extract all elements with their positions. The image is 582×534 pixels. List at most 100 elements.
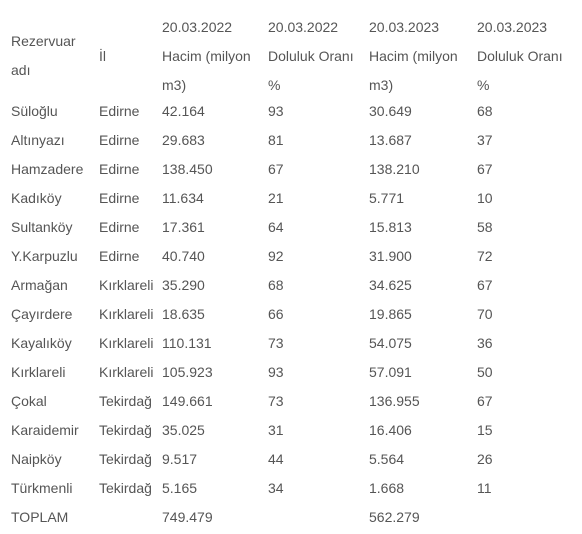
province-cell: Kırklareli: [99, 364, 154, 380]
volume-2023-cell: 136.955: [369, 393, 420, 409]
volume-2022-cell: 110.131: [162, 335, 212, 351]
header-volume-2022-line: 20.03.2022: [162, 19, 233, 35]
volume-2022-cell: 138.450: [162, 161, 213, 177]
total-volume-2023-cell: 562.279: [369, 509, 420, 525]
fill-rate-2022-cell: 93: [268, 364, 284, 380]
province-cell: Edirne: [99, 132, 140, 148]
volume-2022-cell: 17.361: [162, 219, 205, 235]
province-cell: Edirne: [99, 219, 140, 235]
volume-2023-cell: 13.687: [369, 132, 412, 148]
header-fill-rate-2023-line: 20.03.2023: [477, 19, 548, 35]
fill-rate-2023-cell: 70: [477, 306, 493, 322]
province-cell: Kırklareli: [99, 277, 154, 293]
fill-rate-2022-cell: 81: [268, 132, 284, 148]
fill-rate-2022-cell: 34: [268, 480, 284, 496]
fill-rate-2023-cell: 67: [477, 161, 493, 177]
reservoir-name-cell: Çokal: [11, 393, 47, 409]
fill-rate-2023-cell: 11: [477, 480, 492, 496]
total-volume-2022-cell: 749.479: [162, 509, 213, 525]
volume-2023-cell: 31.900: [369, 248, 412, 264]
volume-2023-cell: 15.813: [369, 219, 412, 235]
fill-rate-2023-cell: 50: [477, 364, 493, 380]
volume-2023-cell: 16.406: [369, 422, 412, 438]
fill-rate-2022-cell: 92: [268, 248, 284, 264]
province-cell: Tekirdağ: [99, 451, 152, 467]
fill-rate-2022-cell: 73: [268, 335, 284, 351]
volume-2023-cell: 30.649: [369, 103, 412, 119]
province-cell: Edirne: [99, 248, 140, 264]
fill-rate-2023-cell: 37: [477, 132, 493, 148]
province-cell: Tekirdağ: [99, 393, 152, 409]
fill-rate-2022-cell: 73: [268, 393, 284, 409]
total-reservoir-name-cell: TOPLAM: [11, 509, 69, 525]
reservoir-name-cell: Naipköy: [11, 451, 62, 467]
volume-2022-cell: 40.740: [162, 248, 205, 264]
reservoir-name-cell: Çayırdere: [11, 306, 73, 322]
header-reservoir-name-line: adı: [11, 62, 31, 78]
fill-rate-2023-cell: 58: [477, 219, 493, 235]
volume-2022-cell: 11.634: [162, 190, 204, 206]
header-volume-2022-line: m3): [162, 77, 187, 93]
fill-rate-2022-cell: 93: [268, 103, 284, 119]
fill-rate-2022-cell: 31: [268, 422, 284, 438]
header-volume-2022-line: Hacim (milyon: [162, 48, 251, 64]
header-fill-rate-2023-line: Doluluk Oranı: [477, 48, 563, 64]
volume-2023-cell: 54.075: [369, 335, 412, 351]
header-fill-rate-2022-line: %: [268, 77, 281, 93]
volume-2023-cell: 1.668: [369, 480, 405, 496]
volume-2022-cell: 42.164: [162, 103, 205, 119]
volume-2023-cell: 57.091: [369, 364, 412, 380]
fill-rate-2022-cell: 64: [268, 219, 284, 235]
province-cell: Tekirdağ: [99, 422, 152, 438]
header-province-line: İl: [99, 48, 106, 64]
fill-rate-2022-cell: 68: [268, 277, 284, 293]
province-cell: Kırklareli: [99, 306, 154, 322]
volume-2022-cell: 105.923: [162, 364, 213, 380]
volume-2022-cell: 9.517: [162, 451, 198, 467]
reservoir-name-cell: Armağan: [11, 277, 68, 293]
reservoir-name-cell: Karaidemir: [11, 422, 79, 438]
volume-2022-cell: 5.165: [162, 480, 198, 496]
province-cell: Tekirdağ: [99, 480, 152, 496]
reservoir-name-cell: Hamzadere: [11, 161, 84, 177]
volume-2023-cell: 138.210: [369, 161, 420, 177]
volume-2022-cell: 35.025: [162, 422, 205, 438]
fill-rate-2022-cell: 67: [268, 161, 284, 177]
header-volume-2023-line: Hacim (milyon: [369, 48, 458, 64]
fill-rate-2023-cell: 15: [477, 422, 493, 438]
province-cell: Kırklareli: [99, 335, 154, 351]
province-cell: Edirne: [99, 190, 140, 206]
header-fill-rate-2022-line: 20.03.2022: [268, 19, 339, 35]
fill-rate-2023-cell: 68: [477, 103, 493, 119]
header-volume-2023-line: m3): [369, 77, 394, 93]
province-cell: Edirne: [99, 161, 140, 177]
fill-rate-2022-cell: 44: [268, 451, 284, 467]
reservoir-name-cell: Kırklareli: [11, 364, 66, 380]
reservoir-name-cell: Y.Karpuzlu: [11, 248, 78, 264]
reservoir-name-cell: Altınyazı: [11, 132, 65, 148]
reservoir-name-cell: Kayalıköy: [11, 335, 72, 351]
volume-2023-cell: 19.865: [369, 306, 412, 322]
volume-2022-cell: 35.290: [162, 277, 205, 293]
reservoir-name-cell: Süloğlu: [11, 103, 58, 119]
fill-rate-2023-cell: 36: [477, 335, 493, 351]
header-fill-rate-2022-line: Doluluk Oranı: [268, 48, 354, 64]
reservoir-name-cell: Türkmenli: [11, 480, 73, 496]
reservoir-name-cell: Sultanköy: [11, 219, 73, 235]
header-reservoir-name-line: Rezervuar: [11, 33, 76, 49]
volume-2023-cell: 34.625: [369, 277, 412, 293]
fill-rate-2023-cell: 72: [477, 248, 493, 264]
fill-rate-2022-cell: 66: [268, 306, 284, 322]
reservoir-name-cell: Kadıköy: [11, 190, 62, 206]
volume-2022-cell: 149.661: [162, 393, 213, 409]
volume-2022-cell: 29.683: [162, 132, 205, 148]
volume-2023-cell: 5.771: [369, 190, 405, 206]
fill-rate-2023-cell: 67: [477, 393, 493, 409]
province-cell: Edirne: [99, 103, 140, 119]
volume-2023-cell: 5.564: [369, 451, 405, 467]
fill-rate-2023-cell: 26: [477, 451, 493, 467]
header-volume-2023-line: 20.03.2023: [369, 19, 440, 35]
fill-rate-2022-cell: 21: [268, 190, 284, 206]
fill-rate-2023-cell: 10: [477, 190, 493, 206]
